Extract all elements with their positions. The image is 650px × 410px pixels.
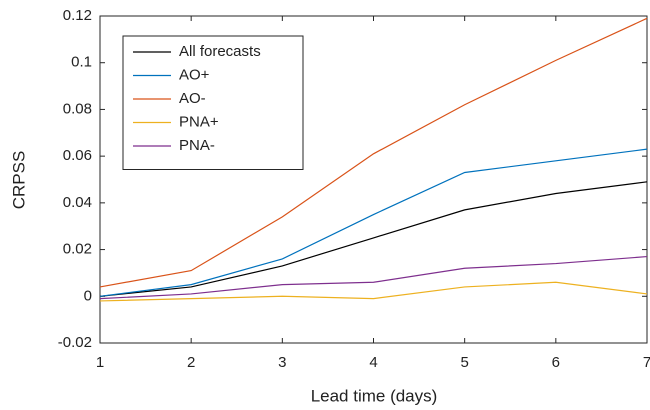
x-axis-label: Lead time (days) xyxy=(311,386,438,405)
y-tick-label: -0.02 xyxy=(58,334,92,351)
y-tick-label: 0.06 xyxy=(63,147,92,164)
legend-label: PNA+ xyxy=(179,113,219,130)
y-tick-label: 0.08 xyxy=(63,100,92,117)
x-tick-label: 3 xyxy=(278,354,286,371)
series-line xyxy=(99,148,648,297)
series-line xyxy=(99,281,648,302)
y-tick-label: 0.04 xyxy=(63,194,92,211)
legend: All forecasts AO+ AO- PNA+ PNA- xyxy=(122,35,304,170)
y-tick-label: 0.12 xyxy=(63,7,92,24)
x-tick-label: 7 xyxy=(643,354,650,371)
series-line xyxy=(99,255,648,300)
x-tick-label: 1 xyxy=(96,354,104,371)
x-tick-label: 2 xyxy=(187,354,195,371)
legend-label: PNA- xyxy=(179,137,215,154)
y-tick-label: 0 xyxy=(84,287,92,304)
legend-label: All forecasts xyxy=(179,43,261,60)
series-line xyxy=(99,17,648,288)
x-tick-label: 5 xyxy=(460,354,468,371)
x-tick-label: 6 xyxy=(552,354,560,371)
legend-label: AO- xyxy=(179,90,206,107)
y-tick-label: 0.1 xyxy=(71,54,92,71)
x-tick-label: 4 xyxy=(369,354,377,371)
legend-label: AO+ xyxy=(179,66,210,83)
y-axis-label: CRPSS xyxy=(9,151,28,210)
y-tick-label: 0.02 xyxy=(63,241,92,258)
legend-box xyxy=(122,35,304,170)
series-line xyxy=(99,181,648,297)
